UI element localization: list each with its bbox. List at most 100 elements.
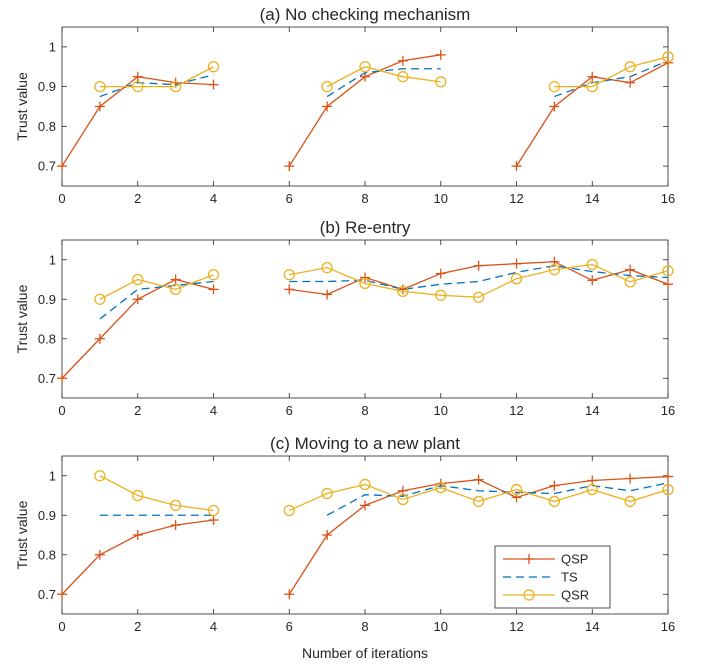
ytick-label-2-0: 0.7 bbox=[38, 587, 56, 602]
qsr-marker-2-0-0 bbox=[94, 470, 106, 482]
qsr-marker-0-2-1 bbox=[586, 80, 598, 93]
ytick-label-2-3: 1 bbox=[49, 468, 56, 483]
ytick-label-0-2: 0.9 bbox=[38, 79, 56, 94]
series-qsr-line-2-0 bbox=[99, 475, 214, 512]
ylabel-1: Trust value bbox=[14, 284, 30, 353]
xtick-label-1-0: 0 bbox=[58, 403, 65, 418]
xtick-label-0-8: 16 bbox=[661, 191, 675, 206]
qsr-marker-1-1-1 bbox=[321, 261, 333, 274]
ytick-label-1-2: 0.9 bbox=[38, 292, 56, 307]
qsr-marker-0-2-3 bbox=[662, 51, 674, 63]
panel-1: (b) Re-entry 0 2 4 6 8 10 12 14 16 0.7 0.8 0.9 1 Trust… bbox=[14, 218, 675, 418]
xtick-label-1-7: 14 bbox=[585, 403, 599, 418]
xtick-label-1-6: 12 bbox=[509, 403, 523, 418]
xtick-label-1-5: 10 bbox=[434, 403, 448, 418]
qsr-marker-1-1-7 bbox=[548, 263, 561, 276]
series-qsr-line-0-0 bbox=[99, 66, 214, 88]
legend-box bbox=[494, 545, 611, 609]
qsr-marker-2-1-4 bbox=[435, 481, 447, 494]
qsr-marker-2-1-9 bbox=[624, 495, 636, 508]
panel-title-0: (a) No checking mechanism bbox=[260, 5, 471, 24]
ytick-label-0-1: 0.8 bbox=[38, 119, 56, 134]
series-ts-line-2-1 bbox=[326, 482, 669, 516]
ytick-label-2-2: 0.9 bbox=[38, 508, 56, 523]
series-ts-line-1-0 bbox=[99, 280, 214, 320]
qsr-marker-2-0-1 bbox=[132, 489, 144, 502]
panel-title-2: (c) Moving to a new plant bbox=[270, 434, 460, 453]
xtick-label-1-1: 2 bbox=[134, 403, 141, 418]
qsr-marker-2-1-7 bbox=[548, 495, 561, 508]
series-qsr-line-2-1 bbox=[288, 483, 669, 512]
xtick-label-2-1: 2 bbox=[134, 619, 141, 634]
xtick-label-1-4: 8 bbox=[361, 403, 368, 418]
qsr-marker-1-1-2 bbox=[359, 277, 371, 290]
qsr-marker-1-0-2 bbox=[169, 283, 182, 296]
series-qsr-line-1-1 bbox=[289, 263, 669, 298]
ytick-label-1-0: 0.7 bbox=[38, 371, 56, 386]
panel-title-1: (b) Re-entry bbox=[320, 218, 411, 237]
xtick-label-0-5: 10 bbox=[434, 191, 448, 206]
qsr-marker-0-1-1 bbox=[359, 61, 371, 73]
ytick-label-2-1: 0.8 bbox=[38, 547, 56, 562]
xtick-label-1-3: 6 bbox=[286, 403, 293, 418]
qsr-marker-1-0-1 bbox=[132, 273, 144, 286]
xtick-label-0-3: 6 bbox=[286, 191, 293, 206]
xtick-label-0-0: 0 bbox=[58, 191, 65, 206]
xtick-label-2-2: 4 bbox=[210, 619, 217, 634]
ytick-label-0-3: 1 bbox=[49, 39, 56, 54]
qsr-marker-0-2-2 bbox=[624, 61, 636, 73]
series-qsr-line-0-1 bbox=[326, 66, 441, 88]
qsr-marker-2-1-1 bbox=[321, 487, 333, 500]
legend-label-qsr: QSR bbox=[561, 588, 589, 603]
qsr-marker-1-1-5 bbox=[472, 291, 485, 303]
qsr-marker-2-1-2 bbox=[359, 478, 371, 491]
series-ts-line-0-2 bbox=[554, 60, 669, 98]
xtick-label-0-2: 4 bbox=[210, 191, 217, 206]
qsr-marker-2-1-6 bbox=[510, 483, 523, 496]
qsr-marker-2-1-3 bbox=[397, 493, 409, 506]
legend: QSP TS QSR bbox=[494, 545, 611, 609]
xtick-label-2-0: 0 bbox=[58, 619, 65, 634]
qsr-marker-0-1-3 bbox=[435, 76, 447, 88]
qsr-marker-1-1-4 bbox=[435, 289, 447, 301]
xtick-label-2-6: 12 bbox=[509, 619, 523, 634]
legend-label-qsp: QSP bbox=[561, 552, 588, 567]
qsr-marker-0-1-2 bbox=[397, 71, 409, 83]
legend-label-ts: TS bbox=[561, 570, 578, 585]
qsr-marker-0-0-3 bbox=[207, 61, 220, 73]
qsr-marker-0-0-2 bbox=[169, 80, 182, 93]
xtick-label-2-3: 6 bbox=[286, 619, 293, 634]
qsr-marker-2-0-3 bbox=[207, 504, 220, 517]
qsr-marker-2-1-10 bbox=[662, 483, 674, 496]
series-qsr-line-0-2 bbox=[554, 56, 669, 88]
ylabel-2: Trust value bbox=[14, 500, 30, 569]
qsr-marker-2-1-8 bbox=[586, 483, 598, 496]
xtick-label-1-2: 4 bbox=[210, 403, 217, 418]
panel-0: (a) No checking mechanism 0 2 4 6 8 10 12 14 16 0.… bbox=[14, 5, 675, 206]
qsr-marker-0-1-0 bbox=[321, 80, 333, 93]
xtick-label-0-6: 12 bbox=[509, 191, 523, 206]
axes-box-1 bbox=[61, 239, 669, 399]
series-ts-line-0-0 bbox=[99, 74, 214, 98]
qsr-marker-2-0-2 bbox=[169, 499, 182, 512]
xtick-label-2-4: 8 bbox=[361, 619, 368, 634]
qsr-marker-1-1-9 bbox=[624, 276, 636, 288]
ytick-label-1-3: 1 bbox=[49, 252, 56, 267]
xtick-label-0-7: 14 bbox=[585, 191, 599, 206]
qsr-marker-0-0-1 bbox=[132, 80, 144, 93]
xtick-label-0-4: 8 bbox=[361, 191, 368, 206]
qsr-marker-1-0-3 bbox=[207, 269, 220, 281]
qsr-marker-1-1-6 bbox=[510, 273, 523, 285]
ytick-label-1-1: 0.8 bbox=[38, 331, 56, 346]
qsr-marker-1-1-8 bbox=[586, 258, 598, 271]
qsr-marker-1-1-10 bbox=[662, 265, 674, 277]
qsr-marker-1-1-0 bbox=[283, 269, 295, 281]
x-axis-label: Number of iterations bbox=[302, 645, 428, 661]
qsr-marker-1-0-0 bbox=[94, 293, 106, 305]
xtick-label-2-5: 10 bbox=[434, 619, 448, 634]
qsr-marker-2-1-5 bbox=[472, 495, 485, 508]
qsr-marker-legend-2 bbox=[523, 589, 535, 601]
xtick-label-1-8: 16 bbox=[661, 403, 675, 418]
qsr-marker-1-1-3 bbox=[397, 285, 409, 298]
